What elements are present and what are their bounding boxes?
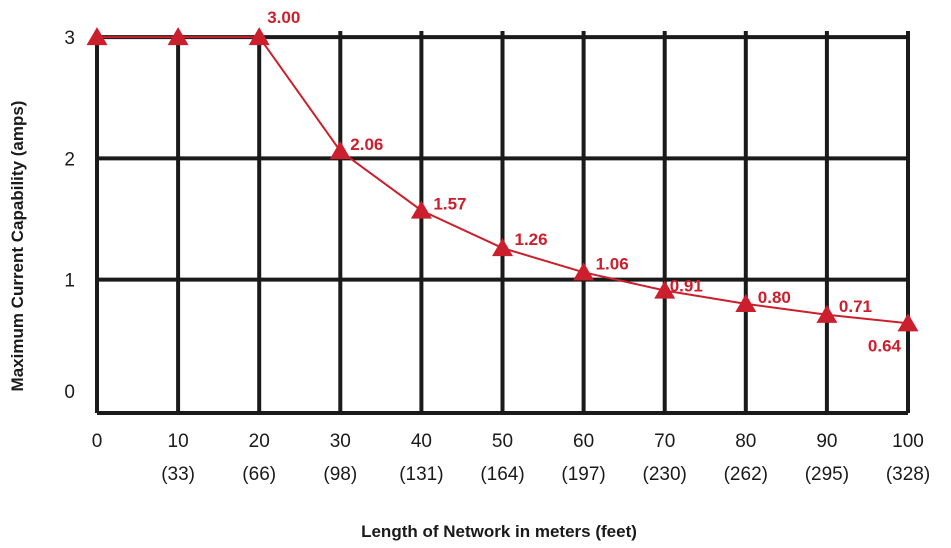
x-tick-sublabel: (66) — [242, 464, 276, 485]
data-point-marker — [573, 262, 595, 281]
y-axis-label: Maximum Current Capability (amps) — [8, 101, 27, 392]
data-label: 0.91 — [670, 277, 703, 296]
data-point-marker — [329, 141, 351, 160]
data-labels: 3.00 2.06 1.57 1.26 1.06 0.91 0.80 0.71 0.64 — [267, 8, 901, 355]
data-label: 0.64 — [868, 336, 902, 355]
data-label: 1.06 — [596, 254, 629, 273]
data-label: 3.00 — [267, 8, 300, 27]
x-tick-sublabel: (230) — [643, 464, 687, 485]
x-tick-label: 20 — [249, 431, 270, 452]
data-label: 1.57 — [433, 194, 466, 213]
x-tick-sublabel: (197) — [561, 464, 605, 485]
x-tick-label: 70 — [654, 431, 675, 452]
data-point-marker — [86, 27, 108, 46]
x-tick-sublabel: (164) — [480, 464, 524, 485]
y-tick-label: 2 — [64, 149, 75, 170]
x-tick-label: 60 — [573, 431, 594, 452]
data-point-marker — [167, 27, 189, 46]
x-tick-label: 40 — [411, 431, 432, 452]
x-tick-sublabel: (33) — [161, 464, 195, 485]
x-tick-sublabel: (98) — [323, 464, 357, 485]
y-tick-label: 0 — [64, 382, 75, 403]
data-point-marker — [492, 238, 513, 257]
x-tick-label: 10 — [168, 431, 189, 452]
x-tick-label: 0 — [92, 431, 103, 452]
data-label: 0.71 — [839, 297, 872, 316]
x-tick-label: 30 — [330, 431, 351, 452]
series-markers — [86, 27, 919, 332]
y-tick-label: 3 — [64, 28, 75, 49]
x-tick-label: 50 — [492, 431, 513, 452]
x-tick-label: 80 — [735, 431, 756, 452]
data-point-marker — [410, 200, 432, 219]
data-label: 2.06 — [350, 135, 383, 154]
x-tick-label: 90 — [816, 431, 837, 452]
data-point-marker — [816, 304, 838, 323]
data-label: 0.80 — [758, 288, 791, 307]
y-axis-ticks: 0 1 2 3 — [64, 28, 75, 403]
data-point-marker — [735, 293, 757, 312]
chart-grid — [95, 31, 910, 415]
x-tick-sublabel: (262) — [724, 464, 768, 485]
x-axis-ticks: 0 10 (33) 20 (66) 30 (98) 40 (131) 50 (164) 60 (197)… — [92, 431, 930, 485]
x-tick-sublabel: (295) — [805, 464, 849, 485]
data-point-marker — [897, 313, 919, 332]
y-tick-label: 1 — [64, 271, 75, 292]
data-point-marker — [654, 280, 676, 299]
x-tick-sublabel: (328) — [886, 464, 930, 485]
data-label: 1.26 — [515, 230, 548, 249]
x-tick-label: 100 — [892, 431, 924, 452]
data-point-marker — [248, 27, 270, 46]
x-tick-sublabel: (131) — [399, 464, 443, 485]
x-axis-label: Length of Network in meters (feet) — [361, 522, 637, 541]
